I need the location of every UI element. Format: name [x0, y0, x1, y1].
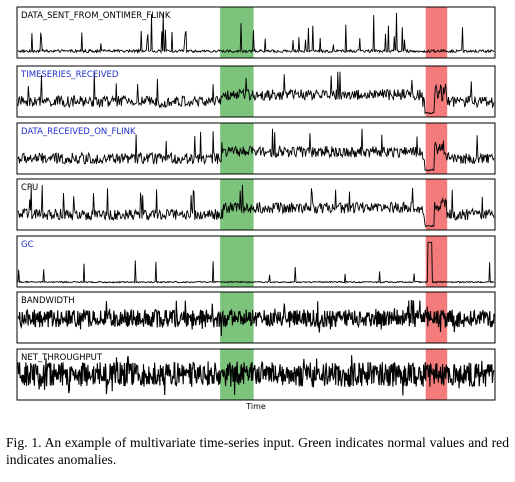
multivariate-timeseries-figure: DATA_SENT_FROM_ONTIMER_FLINK TIMESERIES_R…: [0, 0, 515, 430]
panel-frame: [17, 236, 495, 287]
series-label: BANDWIDTH: [21, 296, 75, 306]
panel-gap: [16, 344, 496, 349]
series-line: [18, 242, 494, 282]
panel-gap: [16, 59, 496, 66]
panel-net-throughput: NET_THROUGHPUT: [17, 349, 495, 400]
panel-gap: [16, 288, 496, 292]
series-line: [18, 301, 494, 336]
series-label: NET_THROUGHPUT: [21, 353, 103, 363]
series-label: DATA_RECEIVED_ON_FLINK: [21, 127, 136, 137]
series-label: GC: [21, 240, 34, 250]
series-label: DATA_SENT_FROM_ONTIMER_FLINK: [21, 11, 171, 21]
series-label: CPU: [21, 183, 38, 193]
x-axis-label: Time: [245, 402, 266, 411]
figure-caption: Fig. 1. An example of multivariate time-…: [6, 434, 509, 468]
panel-frame: [17, 179, 495, 230]
panel-cpu: CPU: [17, 179, 495, 230]
panel-data-sent-from-ontimer-flink: DATA_SENT_FROM_ONTIMER_FLINK: [17, 7, 495, 58]
panel-gap: [16, 175, 496, 179]
panel-gap: [16, 118, 496, 123]
series-label: TIMESERIES_RECEIVED: [20, 70, 119, 80]
panel-gc: GC: [17, 236, 495, 287]
panel-timeseries-received: TIMESERIES_RECEIVED: [17, 66, 495, 117]
panel-bandwidth: BANDWIDTH: [17, 292, 495, 343]
series-line: [18, 185, 494, 227]
panel-data-received-on-flink: DATA_RECEIVED_ON_FLINK: [17, 123, 495, 174]
panel-gap: [16, 231, 496, 236]
